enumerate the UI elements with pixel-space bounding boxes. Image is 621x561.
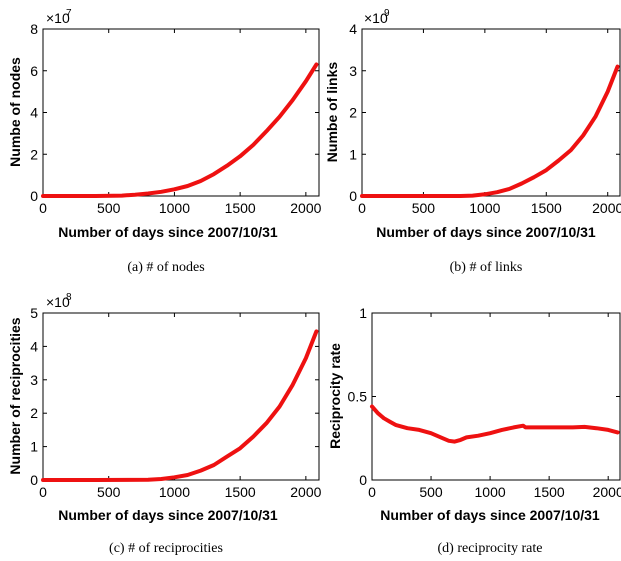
exponent-base-c: ×10 [46, 294, 70, 310]
y-axis-label-b: Numbe of links [324, 62, 340, 163]
y-tick-label: 0.5 [348, 389, 368, 405]
y-ticks-a: 0 2 4 6 8 [30, 21, 319, 204]
x-ticks-a: 0 500 1000 1500 2000 [39, 29, 322, 216]
plot-area-a [42, 28, 320, 197]
y-tick-label: 4 [349, 21, 357, 37]
y-tick-label: 3 [30, 372, 38, 388]
y-tick-label: 4 [30, 338, 38, 354]
x-tick-label: 0 [358, 200, 366, 216]
panel-d: 0 500 1000 1500 2000 00.51 Reciprocity rate … [327, 305, 621, 556]
series-line [360, 64, 620, 198]
caption-d: (d) reciprocity rate [438, 541, 543, 556]
exponent-c: 8 [66, 292, 72, 303]
x-tick-label: 1000 [469, 200, 500, 216]
x-tick-label: 1500 [534, 484, 565, 500]
series-line-d [370, 404, 620, 444]
x-tick-label: 2000 [592, 200, 621, 216]
x-tick-label: 0 [39, 484, 47, 500]
y-ticks-b: 0 1 2 3 4 [349, 21, 620, 204]
y-tick-label: 1 [349, 146, 357, 162]
x-axis-label-d: Number of days since 2007/10/31 [380, 507, 600, 523]
y-tick-label: 2 [349, 105, 357, 121]
x-ticks-d: 0 500 1000 1500 2000 [368, 313, 621, 500]
x-tick-label: 1000 [159, 200, 190, 216]
plot-area-c [42, 312, 320, 481]
y-axis-label-c: Number of reciprocities [7, 317, 23, 474]
y-tick-label: 0 [349, 188, 357, 204]
x-tick-label: 500 [97, 200, 121, 216]
series-line [370, 404, 620, 444]
plot-area-d [371, 312, 621, 481]
y-ticks-d: 00.51 [348, 305, 620, 488]
x-axis-label-a: Number of days since 2007/10/31 [58, 224, 278, 240]
series-line [41, 62, 319, 198]
x-axis-label-b: Number of days since 2007/10/31 [376, 224, 596, 240]
x-tick-label: 1500 [225, 200, 256, 216]
y-tick-label: 8 [30, 21, 38, 37]
panel-c: 0 500 1000 1500 2000 0 1 2 3 4 5 ×10 8 Number of … [7, 292, 322, 556]
series-line-a [41, 62, 319, 198]
panel-b: 0 500 1000 1500 2000 0 1 2 3 4 ×10 9 Numbe of li… [324, 8, 621, 275]
x-tick-label: 2000 [290, 484, 321, 500]
x-tick-label: 1000 [159, 484, 190, 500]
y-tick-label: 0 [30, 188, 38, 204]
x-tick-label: 500 [419, 484, 443, 500]
y-tick-label: 5 [30, 305, 38, 321]
y-axis-label-a: Numbe of nodes [7, 57, 23, 167]
exponent-b: 9 [384, 8, 390, 19]
caption-c: (c) # of reciprocities [109, 541, 223, 556]
x-tick-label: 1000 [475, 484, 506, 500]
x-ticks-c: 0 500 1000 1500 2000 [39, 313, 322, 500]
x-ticks-b: 0 500 1000 1500 2000 [358, 29, 621, 216]
x-tick-label: 500 [97, 484, 121, 500]
panel-a: 0 500 1000 1500 2000 0 2 4 6 8 ×10 7 Numbe of no… [7, 8, 322, 275]
x-tick-label: 0 [368, 484, 376, 500]
x-tick-label: 500 [412, 200, 436, 216]
y-axis-label-d: Reciprocity rate [327, 343, 343, 449]
exponent-base-b: ×10 [364, 10, 388, 26]
y-tick-label: 4 [30, 105, 38, 121]
exponent-base-a: ×10 [46, 10, 70, 26]
x-tick-label: 2000 [593, 484, 621, 500]
x-tick-label: 1500 [225, 484, 256, 500]
x-tick-label: 2000 [290, 200, 321, 216]
y-tick-label: 1 [30, 439, 38, 455]
y-tick-label: 1 [359, 305, 367, 321]
caption-b: (b) # of links [450, 260, 523, 275]
y-tick-label: 6 [30, 63, 38, 79]
plot-area-b [361, 28, 621, 197]
caption-a: (a) # of nodes [127, 260, 204, 275]
x-tick-label: 0 [39, 200, 47, 216]
y-tick-label: 2 [30, 405, 38, 421]
y-ticks-c: 0 1 2 3 4 5 [30, 305, 319, 488]
y-tick-label: 3 [349, 63, 357, 79]
exponent-a: 7 [66, 8, 72, 19]
series-line-b [360, 64, 620, 198]
x-tick-label: 1500 [531, 200, 562, 216]
series-line-c [41, 329, 319, 482]
x-axis-label-c: Number of days since 2007/10/31 [58, 507, 278, 523]
y-tick-label: 2 [30, 146, 38, 162]
y-tick-label: 0 [359, 472, 367, 488]
series-line [41, 329, 319, 482]
y-tick-label: 0 [30, 472, 38, 488]
